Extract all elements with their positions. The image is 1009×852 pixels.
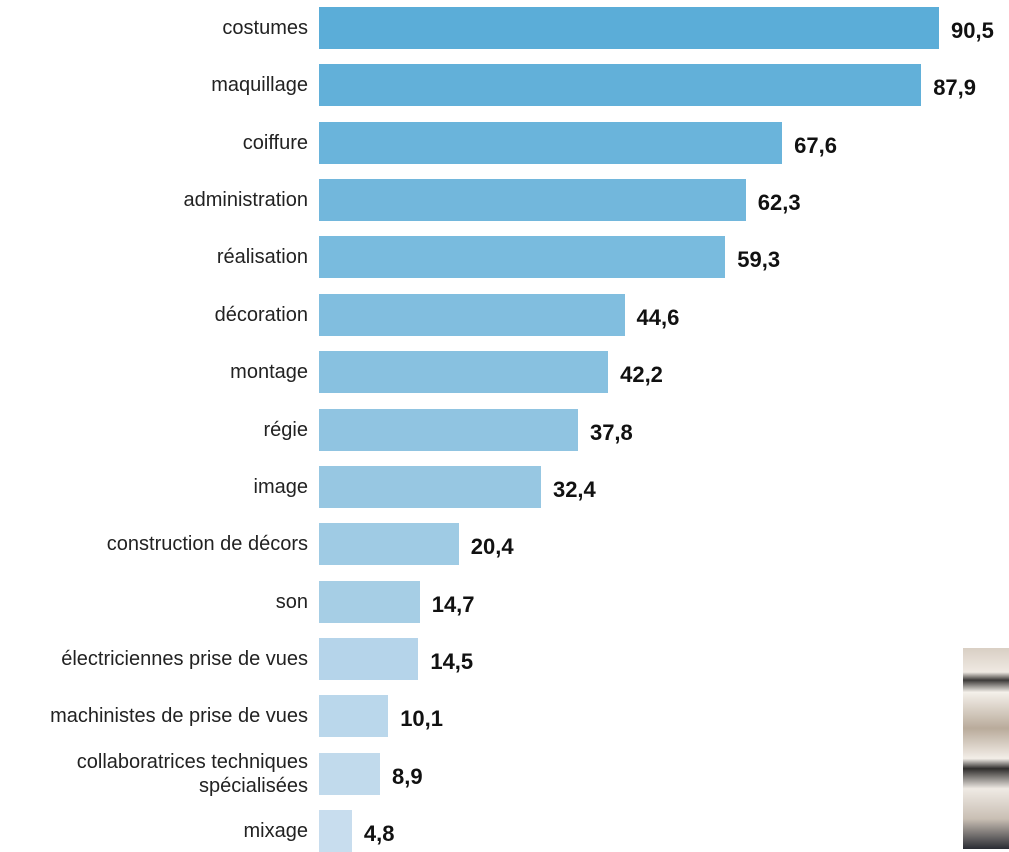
- bar: [319, 121, 783, 164]
- category-label: maquillage: [211, 74, 308, 97]
- category-label: réalisation: [216, 246, 308, 269]
- category-label: administration: [183, 189, 308, 212]
- bar: [319, 236, 726, 279]
- value-label: 59,3: [737, 247, 781, 273]
- bar: [319, 64, 922, 107]
- value-label: 14,7: [431, 591, 475, 617]
- value-label: 90,5: [951, 18, 994, 43]
- category-label: son: [275, 590, 308, 613]
- value-label: 20,4: [470, 534, 514, 560]
- bar: [319, 293, 625, 336]
- bar: [319, 7, 939, 49]
- category-label: image: [253, 475, 308, 498]
- category-label: mixage: [243, 820, 308, 843]
- photo-fragment: [963, 648, 1009, 849]
- value-label: 37,8: [589, 419, 633, 445]
- value-label: 14,5: [430, 648, 474, 674]
- category-label: costumes: [222, 17, 308, 39]
- category-label: construction de décors: [106, 533, 308, 556]
- bar: [319, 810, 352, 852]
- bar: [319, 637, 419, 680]
- bar: [319, 408, 578, 451]
- category-label: montage: [230, 361, 308, 384]
- bar: [319, 523, 459, 566]
- bar: [319, 351, 609, 394]
- category-label: coiffure: [242, 131, 308, 154]
- value-label: 87,9: [933, 75, 977, 101]
- value-label: 42,2: [620, 362, 663, 388]
- category-label: collaboratrices techniques spécialisées: [76, 750, 308, 797]
- category-label: machinistes de prise de vues: [50, 705, 308, 728]
- bar: [319, 580, 420, 623]
- value-label: 8,9: [391, 763, 423, 789]
- category-label: régie: [263, 418, 308, 441]
- bar: [319, 179, 746, 222]
- value-label: 10,1: [400, 706, 444, 732]
- value-label: 62,3: [757, 190, 801, 216]
- bar: [319, 695, 389, 738]
- value-label: 44,6: [636, 304, 680, 330]
- value-label: 32,4: [552, 476, 596, 502]
- bar: [319, 465, 541, 508]
- category-label: décoration: [214, 303, 308, 326]
- value-label: 67,6: [794, 132, 837, 158]
- bar: [319, 752, 380, 795]
- category-label: électriciennes prise de vues: [61, 647, 308, 670]
- value-label: 4,8: [363, 821, 395, 847]
